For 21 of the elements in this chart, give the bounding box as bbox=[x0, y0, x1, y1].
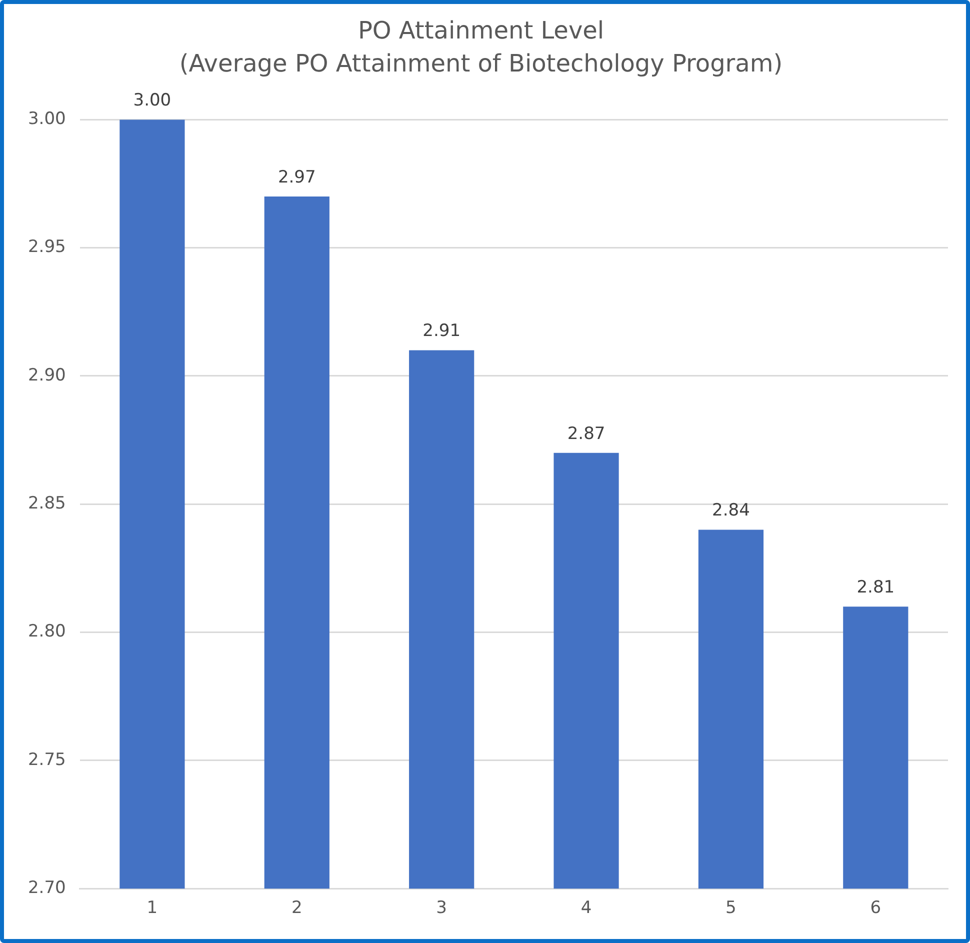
x-tick-label: 1 bbox=[146, 898, 158, 918]
y-tick-label: 2.85 bbox=[28, 494, 66, 514]
y-tick-label: 2.75 bbox=[28, 750, 66, 770]
x-tick-label: 2 bbox=[291, 898, 302, 918]
y-tick-label: 3.00 bbox=[28, 109, 66, 130]
y-tick-label: 2.80 bbox=[28, 622, 66, 642]
y-tick-label: 2.90 bbox=[28, 365, 66, 386]
data-label: 2.91 bbox=[422, 321, 461, 342]
data-label: 3.00 bbox=[133, 90, 172, 111]
data-label: 2.84 bbox=[712, 500, 750, 521]
x-tick-label: 4 bbox=[580, 898, 592, 918]
y-tick-label: 2.95 bbox=[28, 237, 66, 258]
data-label: 2.87 bbox=[567, 424, 606, 444]
data-label: 2.81 bbox=[856, 578, 895, 598]
data-label: 2.97 bbox=[278, 167, 316, 188]
x-tick-label: 3 bbox=[436, 898, 447, 918]
chart-subtitle: (Average PO Attainment of Biotechology Program) bbox=[179, 49, 783, 78]
chart-title: PO Attainment Level bbox=[358, 16, 604, 45]
x-tick-label: 5 bbox=[726, 898, 736, 918]
y-tick-label: 2.70 bbox=[28, 878, 66, 898]
x-tick-label: 6 bbox=[870, 898, 882, 918]
